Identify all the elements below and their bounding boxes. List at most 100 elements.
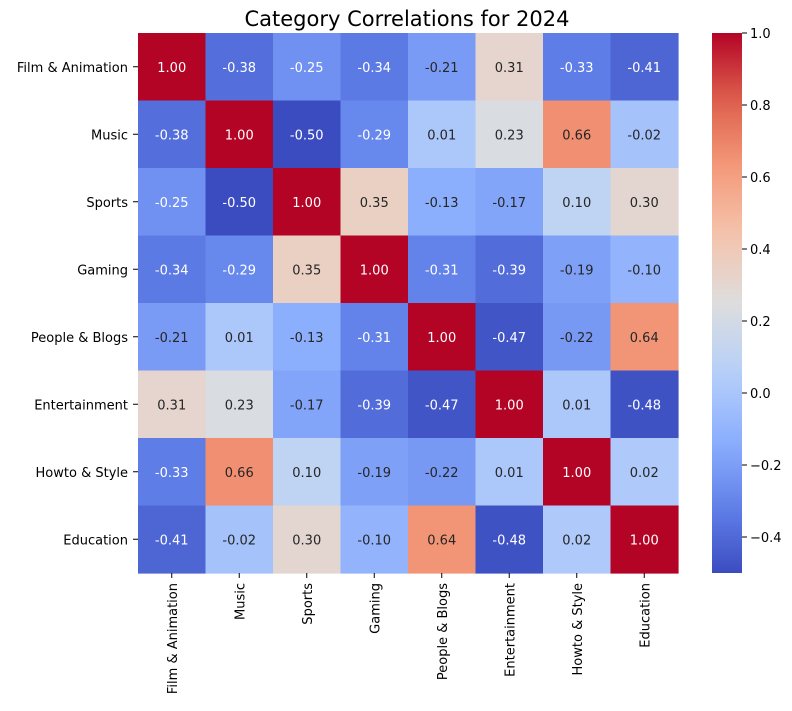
heatmap-cell [408, 370, 477, 439]
heatmap-cells: 1.00 -0.38 -0.25 -0.34 -0.21 0.31 -0.33 -0.41 -0… [138, 33, 679, 574]
cell-value-label: 0.10 [562, 196, 591, 211]
heatmap-cell [273, 303, 342, 372]
y-tick-label: Film & Animation [17, 61, 128, 76]
x-tick-label: Film & Animation [166, 583, 181, 694]
heatmap-cell [273, 168, 342, 237]
heatmap-cell [273, 370, 342, 439]
heatmap-cell [138, 505, 207, 574]
heatmap-cell [543, 33, 612, 102]
cell-value-label: -0.29 [357, 128, 391, 143]
cell-value-label: -0.38 [222, 61, 256, 76]
heatmap-cell [475, 505, 544, 574]
cell-value-label: 1.00 [225, 128, 254, 143]
cell-value-label: 1.00 [562, 466, 591, 481]
heatmap-cell [475, 33, 544, 102]
x-tick-label: Music [233, 583, 248, 620]
cell-value-label: -0.21 [425, 61, 459, 76]
cell-value-label: 0.10 [292, 466, 321, 481]
x-tick-label: Entertainment [503, 583, 518, 677]
cell-value-label: -0.10 [357, 533, 391, 548]
heatmap-cell [273, 33, 342, 102]
heatmap-cell [340, 303, 409, 372]
cell-value-label: -0.50 [222, 196, 256, 211]
cell-value-label: 0.31 [495, 61, 524, 76]
cell-value-label: -0.34 [357, 61, 391, 76]
heatmap-cell [340, 33, 409, 102]
heatmap-cell [138, 100, 207, 169]
cell-value-label: -0.31 [357, 331, 391, 346]
colorbar-tick-label: 0.0 [750, 387, 771, 402]
y-tick-label: Music [91, 128, 128, 143]
heatmap-cell [543, 438, 612, 507]
heatmap-cell [543, 505, 612, 574]
colorbar-tick-label: 1.0 [750, 27, 771, 42]
cell-value-label: -0.19 [357, 466, 391, 481]
cell-value-label: 0.64 [630, 331, 659, 346]
cell-value-label: -0.29 [222, 263, 256, 278]
cell-value-label: -0.38 [155, 128, 189, 143]
y-tick-labels: Film & Animation Music Sports Gaming People … [17, 61, 138, 548]
heatmap-cell [475, 235, 544, 304]
cell-value-label: -0.50 [290, 128, 324, 143]
y-tick-label: Education [63, 533, 128, 548]
heatmap-cell [610, 168, 679, 237]
cell-value-label: -0.13 [425, 196, 459, 211]
heatmap-cell [408, 168, 477, 237]
heatmap-cell [408, 33, 477, 102]
heatmap-cell [543, 168, 612, 237]
heatmap-cell [543, 303, 612, 372]
cell-value-label: 0.02 [562, 533, 591, 548]
heatmap-cell [138, 168, 207, 237]
colorbar: −0.4 −0.2 0.0 0.2 0.4 0.6 0.8 1.0 [712, 27, 782, 573]
heatmap-cell [610, 438, 679, 507]
heatmap-cell [138, 235, 207, 304]
heatmap-cell [610, 505, 679, 574]
colorbar-tick-label: −0.2 [750, 459, 782, 474]
cell-value-label: -0.47 [492, 331, 526, 346]
heatmap-cell [273, 100, 342, 169]
cell-value-label: 0.35 [292, 263, 321, 278]
cell-value-label: 1.00 [157, 61, 186, 76]
x-tick-label: Gaming [368, 583, 383, 634]
heatmap-cell [273, 438, 342, 507]
heatmap-cell [408, 303, 477, 372]
heatmap-cell [408, 505, 477, 574]
colorbar-tick-label: 0.8 [750, 99, 771, 114]
cell-value-label: 1.00 [360, 263, 389, 278]
heatmap-cell [475, 438, 544, 507]
heatmap-cell [475, 303, 544, 372]
cell-value-label: -0.17 [290, 398, 324, 413]
heatmap-cell [340, 438, 409, 507]
y-tick-label: Entertainment [34, 398, 128, 413]
heatmap-cell [273, 235, 342, 304]
cell-value-label: 0.01 [225, 331, 254, 346]
heatmap-cell [610, 235, 679, 304]
cell-value-label: -0.02 [627, 128, 661, 143]
cell-value-label: -0.25 [290, 61, 324, 76]
cell-value-label: 0.30 [630, 196, 659, 211]
cell-value-label: 0.64 [427, 533, 456, 548]
cell-value-label: -0.10 [627, 263, 661, 278]
cell-value-label: 0.31 [157, 398, 186, 413]
heatmap-cell [408, 235, 477, 304]
heatmap-cell [408, 438, 477, 507]
cell-value-label: 0.01 [562, 398, 591, 413]
heatmap-cell [205, 438, 274, 507]
cell-value-label: 1.00 [427, 331, 456, 346]
heatmap-cell [138, 438, 207, 507]
cell-value-label: 0.23 [495, 128, 524, 143]
cell-value-label: -0.25 [155, 196, 189, 211]
x-tick-label: Education [638, 583, 653, 648]
cell-value-label: 0.23 [225, 398, 254, 413]
x-tick-label: Sports [301, 583, 316, 625]
cell-value-label: -0.41 [627, 61, 661, 76]
heatmap-cell [543, 235, 612, 304]
colorbar-tick-label: 0.6 [750, 171, 771, 186]
heatmap-cell [475, 168, 544, 237]
heatmap-cell [475, 100, 544, 169]
cell-value-label: -0.41 [155, 533, 189, 548]
colorbar-tick-label: 0.4 [750, 243, 771, 258]
x-tick-label: Howto & Style [571, 583, 586, 675]
cell-value-label: -0.21 [155, 331, 189, 346]
cell-value-label: -0.22 [560, 331, 594, 346]
